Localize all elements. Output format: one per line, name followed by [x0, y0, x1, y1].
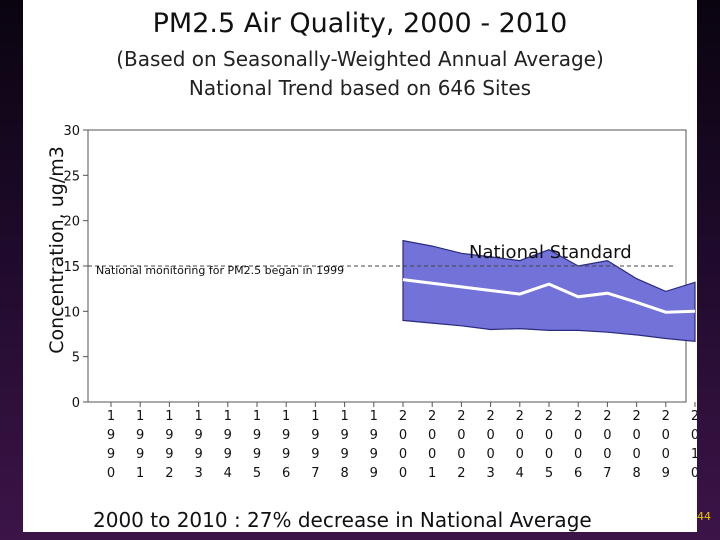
chart-subtitle-sites: National Trend based on 646 Sites [188, 76, 532, 100]
y-tick-label: 25 [63, 169, 80, 184]
national-average-line [402, 278, 696, 314]
y-axis-label: Concentration, ug/m3 [46, 146, 68, 354]
y-tick-label: 20 [63, 215, 80, 230]
chart-title: PM2.5 Air Quality, 2000 - 2010 [152, 8, 568, 39]
chart-subtitle: (Based on Seasonally-Weighted Annual Ave… [116, 47, 604, 71]
footer-summary: 2000 to 2010 : 27% decrease in National … [93, 508, 592, 532]
y-tick-label: 5 [72, 351, 80, 366]
y-tick-label: 15 [63, 260, 80, 275]
monitoring-note: National monitoring for PM2.5 began in 1… [96, 264, 344, 277]
y-tick-label: 0 [72, 396, 80, 411]
national-standard-label: National Standard [469, 242, 632, 263]
y-axis: 0 5 10 15 20 25 30 [63, 124, 88, 411]
average-line-layer [402, 278, 696, 314]
slide-number: 44 [697, 510, 711, 523]
slide: PM2.5 Air Quality, 2000 - 2010 (Based on… [23, 0, 697, 532]
y-tick-label: 30 [63, 124, 80, 139]
y-tick-label: 10 [63, 305, 80, 320]
x-axis: 1 9 9 0 1 9 9 1 1 9 9 2 1 9 9 3 1 9 9 4 1 9 9 5 1 9 9 6 1 9 9 7 1 9 9 8 1 9 9 9… [107, 402, 697, 481]
